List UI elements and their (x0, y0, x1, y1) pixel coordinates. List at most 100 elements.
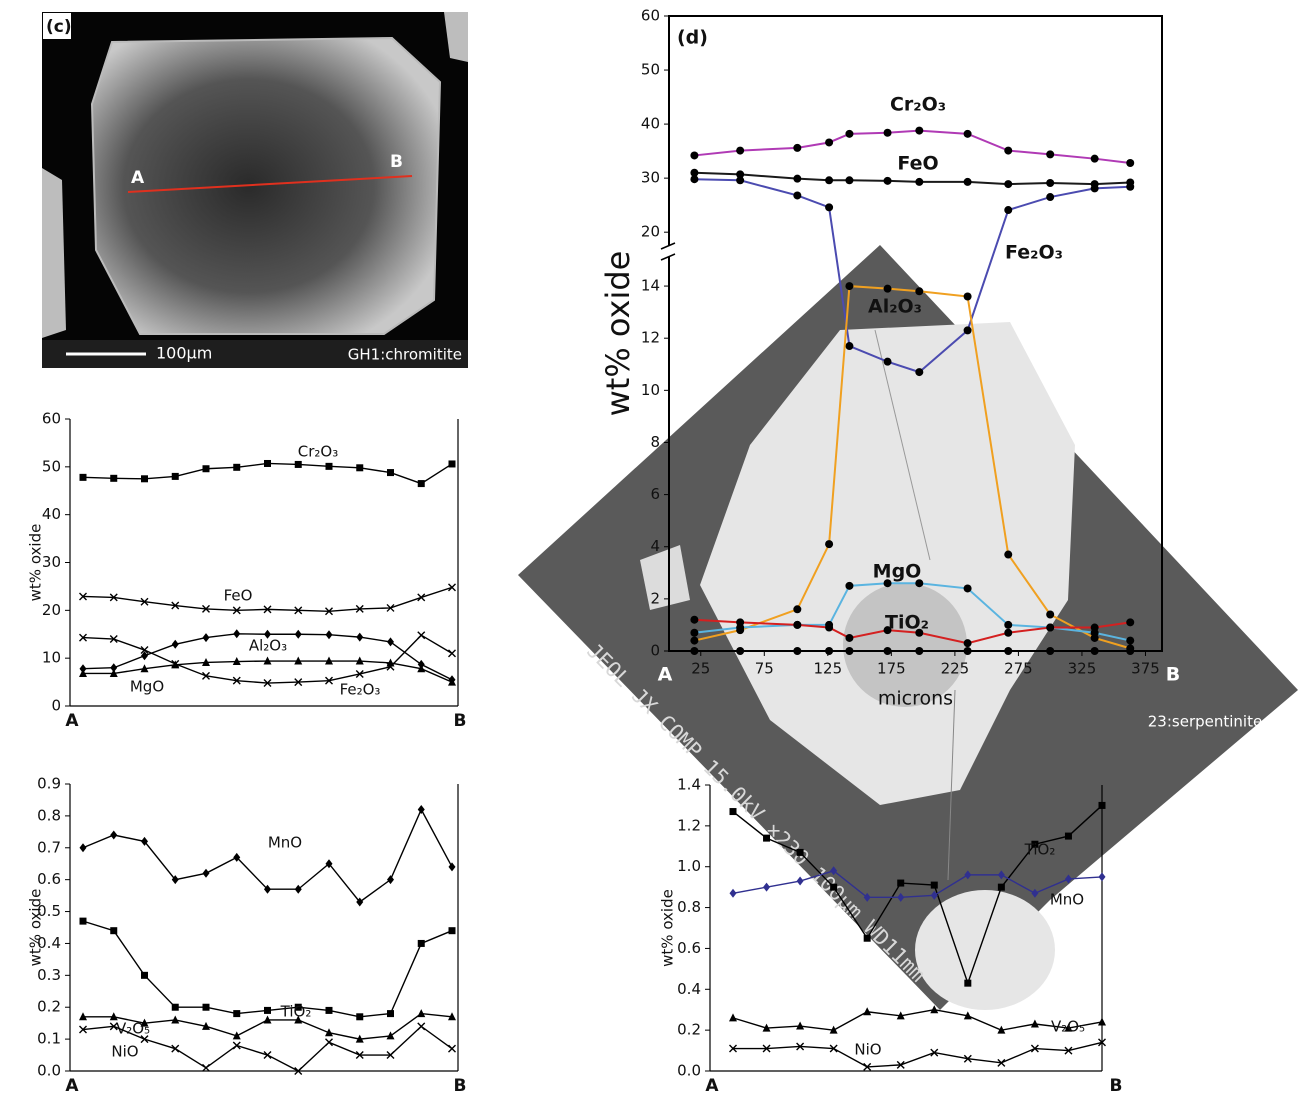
sample-label: GH1:chromitite (348, 346, 462, 364)
marker (964, 980, 971, 987)
y-tick-label: 12 (641, 329, 660, 347)
x-axis-label: microns (878, 688, 953, 710)
marker (964, 584, 972, 592)
marker (1126, 618, 1134, 626)
marker (1099, 872, 1106, 881)
marker (690, 151, 698, 159)
marker (825, 176, 833, 184)
marker (418, 594, 425, 601)
marker (449, 650, 456, 657)
marker (825, 624, 833, 632)
marker (998, 884, 1005, 891)
x-end-label: A (705, 1076, 719, 1094)
marker (915, 127, 923, 135)
marker (141, 972, 148, 979)
x-tick-label: 375 (1131, 660, 1160, 678)
y-axis-label: wt% oxide (599, 251, 637, 417)
sample-label: 23:serpentinite (1148, 713, 1262, 731)
marker (110, 475, 117, 482)
marker (80, 474, 87, 481)
series-line (83, 587, 452, 611)
y-tick-label: 0.1 (37, 1030, 61, 1048)
y-tick-label: 4 (650, 537, 660, 555)
x-end-label: A (65, 1076, 79, 1094)
series-label: NiO (111, 1043, 138, 1061)
marker (172, 640, 179, 649)
series-label: MgO (130, 678, 164, 696)
y-tick-label: 0.3 (37, 966, 61, 984)
marker (203, 465, 210, 472)
marker (736, 147, 744, 155)
marker (356, 464, 363, 471)
series-line (733, 1042, 1102, 1067)
marker (845, 130, 853, 138)
marker (763, 835, 770, 842)
marker (172, 473, 179, 480)
marker (356, 1013, 363, 1020)
marker (863, 1007, 871, 1015)
marker (793, 605, 801, 613)
y-tick-label: 0.6 (677, 939, 701, 957)
marker (1004, 206, 1012, 214)
marker (884, 177, 892, 185)
series-label: Fe₂O₃ (340, 681, 381, 699)
marker (915, 287, 923, 295)
marker (172, 1004, 179, 1011)
series-label: FeO (897, 153, 938, 175)
marker (295, 885, 302, 894)
marker (110, 831, 117, 840)
marker (203, 869, 210, 878)
marker (295, 461, 302, 468)
y-tick-label: 20 (42, 601, 61, 619)
marker (964, 639, 972, 647)
x-end-label: B (454, 711, 467, 731)
marker (690, 175, 698, 183)
point-label: A (131, 168, 145, 188)
marker (418, 1023, 425, 1030)
marker (1126, 637, 1134, 645)
marker (1091, 184, 1099, 192)
marker (449, 927, 456, 934)
point-label: B (390, 152, 403, 172)
marker (264, 1052, 271, 1059)
series-label: TiO₂ (885, 612, 929, 634)
series-label: TiO₂ (280, 1003, 312, 1021)
marker (736, 618, 744, 626)
y-tick-label: 60 (641, 7, 660, 25)
marker (171, 1015, 179, 1023)
marker (417, 1009, 425, 1017)
y-tick-label: 0 (650, 642, 660, 660)
marker (1091, 647, 1099, 655)
marker (1091, 624, 1099, 632)
marker (793, 647, 801, 655)
x-end-label: A (658, 664, 673, 686)
marker (203, 1004, 210, 1011)
marker (418, 940, 425, 947)
x-tick-label: 275 (1004, 660, 1033, 678)
marker (1126, 159, 1134, 167)
marker (80, 843, 87, 852)
marker (931, 882, 938, 889)
y-axis-label: wt% oxide (27, 524, 45, 602)
marker (387, 875, 394, 884)
marker (1046, 179, 1054, 187)
series-label: NiO (854, 1041, 881, 1059)
y-tick-label: 0 (51, 697, 61, 715)
y-tick-label: 0.9 (37, 775, 61, 793)
y-tick-label: 14 (641, 277, 660, 295)
y-tick-label: 0.6 (37, 870, 61, 888)
series-label: MgO (873, 561, 922, 583)
y-tick-label: 1.0 (677, 857, 701, 875)
marker (1126, 183, 1134, 191)
marker (1004, 147, 1012, 155)
y-tick-label: 10 (641, 381, 660, 399)
y-tick-label: 0.8 (677, 898, 701, 916)
marker (729, 1013, 737, 1021)
x-tick-label: 25 (691, 660, 710, 678)
series-label: TiO₂ (1024, 841, 1056, 859)
marker (264, 1007, 271, 1014)
marker (387, 469, 394, 476)
y-tick-label: 1.4 (677, 776, 701, 794)
marker (1004, 180, 1012, 188)
x-tick-label: 125 (814, 660, 843, 678)
